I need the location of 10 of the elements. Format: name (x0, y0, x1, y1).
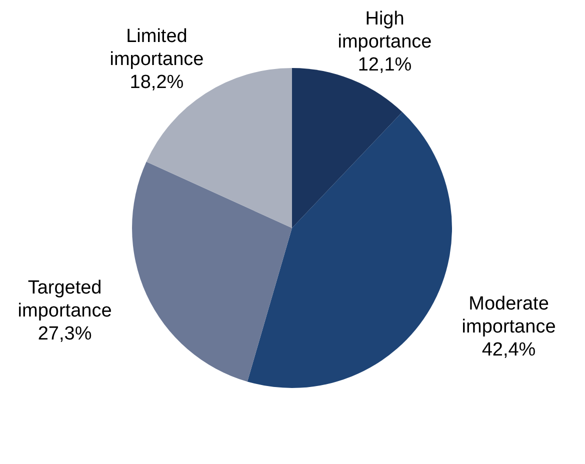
pie-slice (247, 112, 452, 388)
slice-label: High importance (338, 8, 432, 52)
data-label: 18,2% (130, 72, 184, 93)
data-label: 12,1% (358, 54, 412, 76)
slice-label: Moderate importance (462, 294, 556, 338)
pie-slice (132, 162, 292, 382)
slice-label: Limited importance (110, 26, 204, 70)
data-label: 42,4% (482, 340, 536, 361)
data-label: 27,3% (38, 323, 92, 344)
slice-label: Targeted importance (18, 277, 112, 322)
